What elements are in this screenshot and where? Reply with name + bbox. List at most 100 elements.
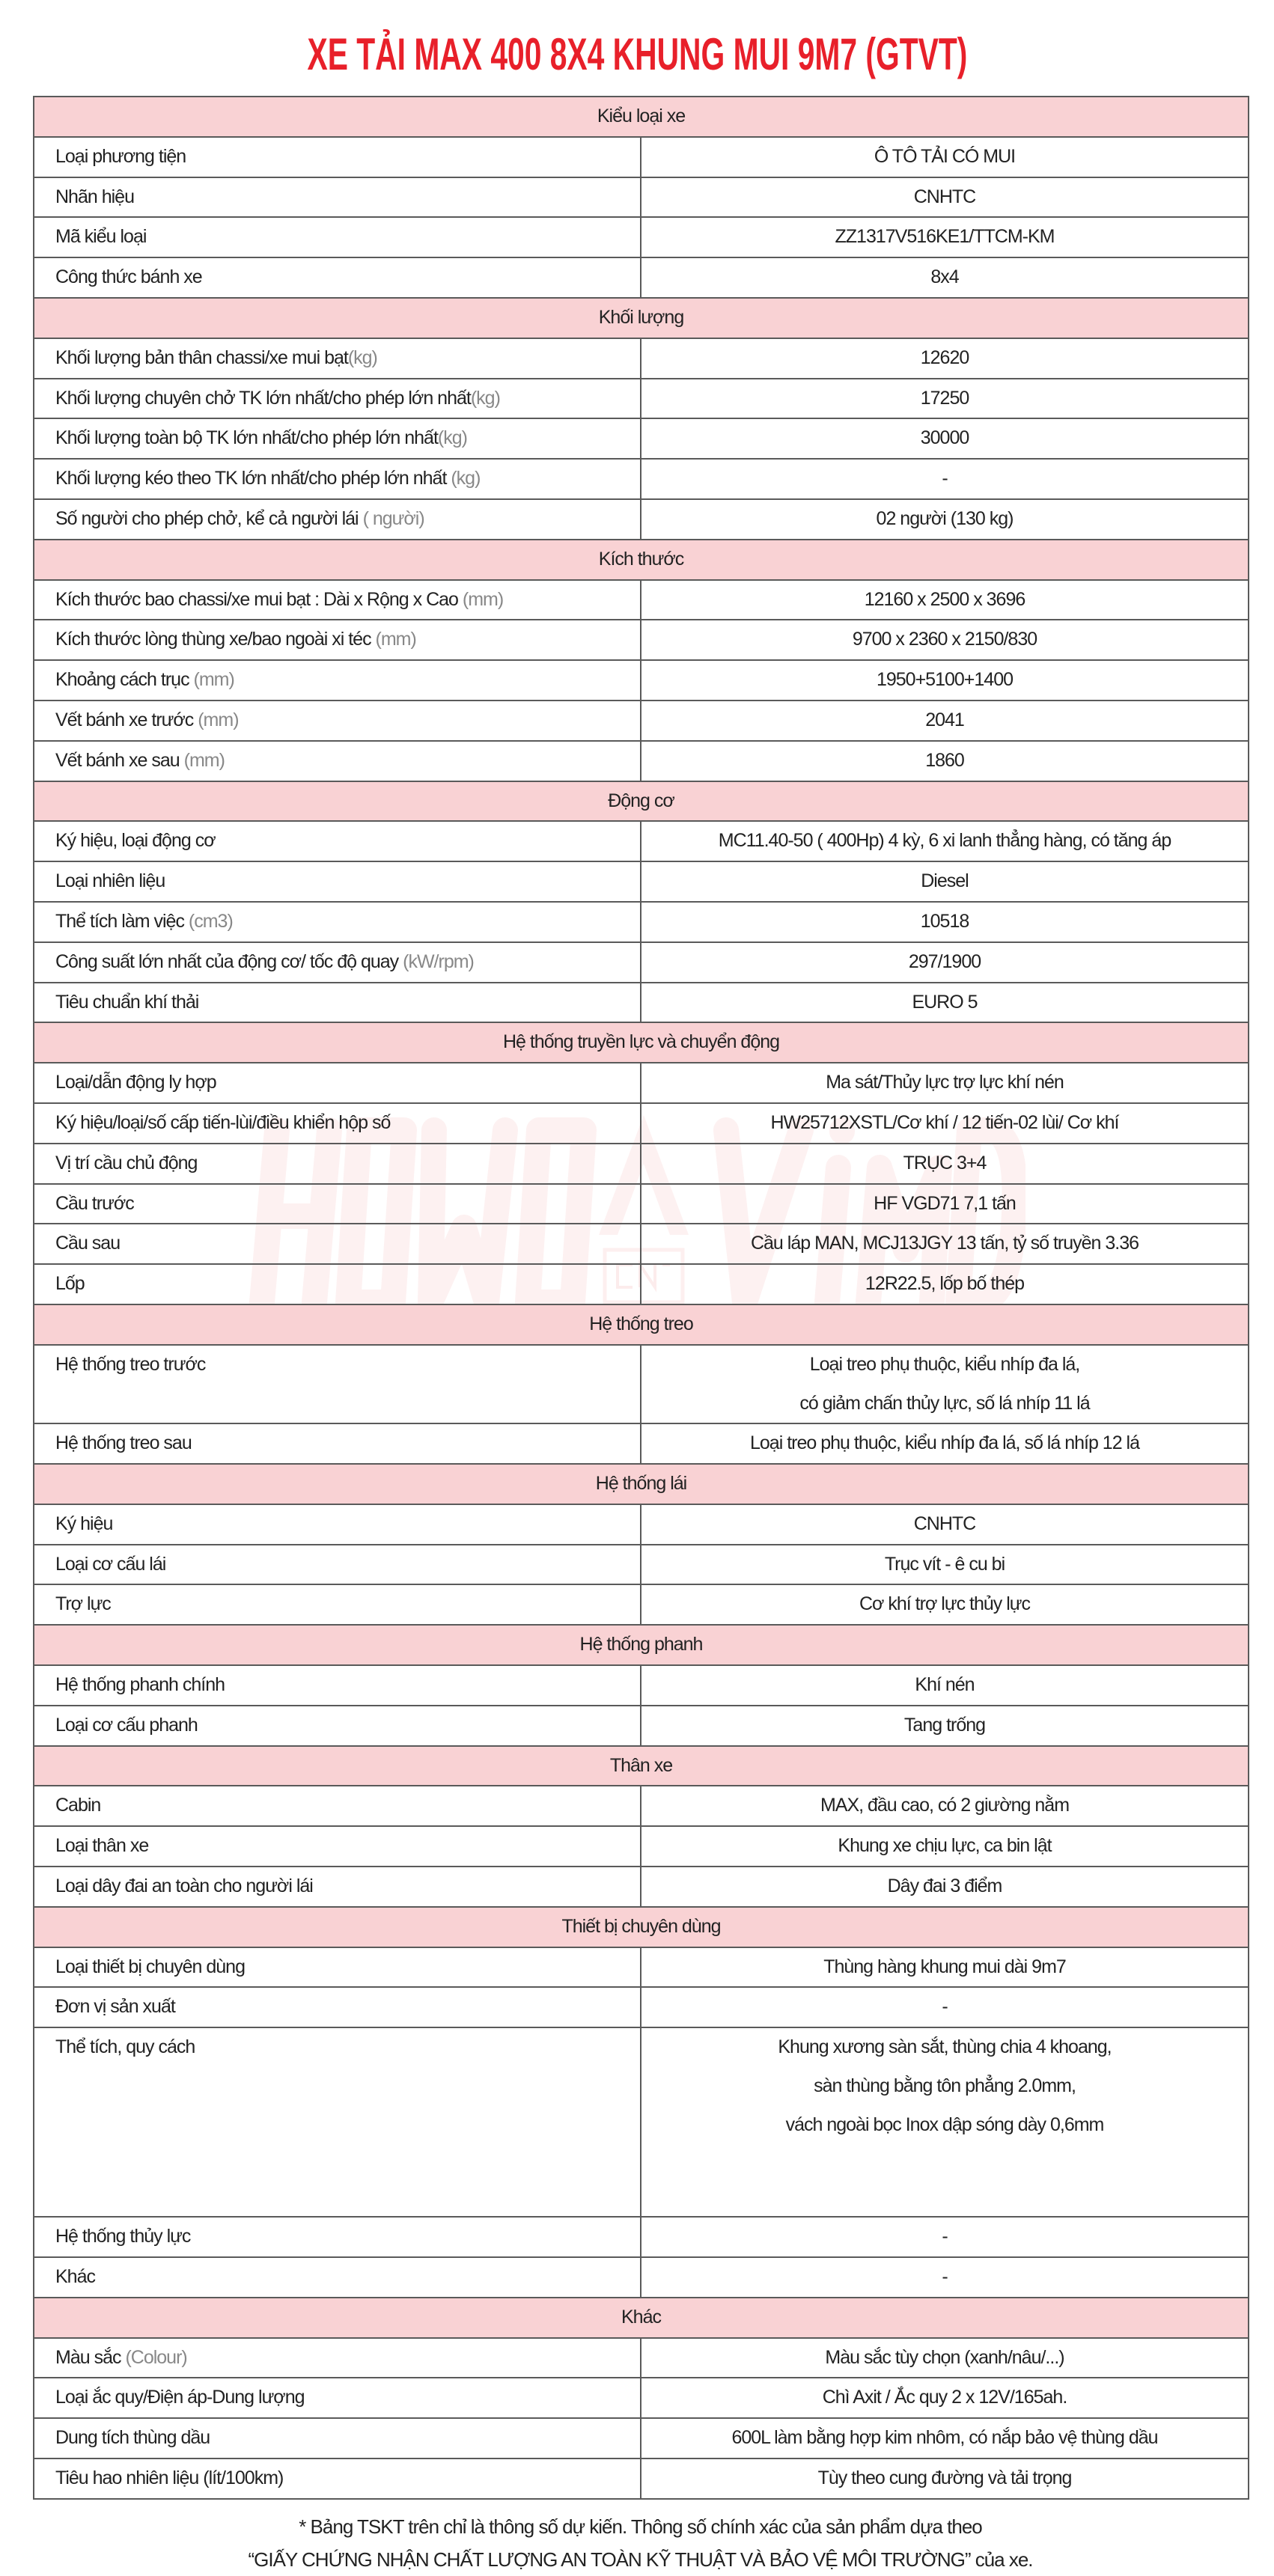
spec-value: Cơ khí trợ lực thủy lực <box>640 1584 1249 1626</box>
spec-value-line: vách ngoài bọc Inox dập sóng dày 0,6mm <box>785 2113 1105 2135</box>
section-title: Kiểu loại xe <box>33 96 1249 138</box>
spec-label: Dung tích thùng dầu <box>33 2417 641 2460</box>
section-header: Thân xe <box>33 1745 1249 1787</box>
spec-value-line: EURO 5 <box>912 991 978 1013</box>
spec-label-text: Trợ lực <box>55 1593 112 1615</box>
spec-label: Ký hiệu, loại động cơ <box>33 820 641 863</box>
spec-unit: (Colour) <box>125 2346 187 2368</box>
spec-label: Đơn vị sản xuất <box>33 1986 641 2029</box>
page-title-wrap: XE TẢI MAX 400 8X4 KHUNG MUI 9M7 (GTVT) <box>0 28 1274 81</box>
spec-label: Vết bánh xe sau (mm) <box>33 739 641 782</box>
spec-value: Loại treo phụ thuộc, kiểu nhíp đa lá, số… <box>640 1423 1249 1465</box>
spec-row: Tiêu chuẩn khí thải EURO 5 <box>33 981 1249 1024</box>
spec-value-line: 8x4 <box>930 266 959 288</box>
spec-label-text: Hệ thống phanh chính <box>55 1674 225 1696</box>
spec-unit: (mm) <box>193 669 235 691</box>
section-header: Hệ thống lái <box>33 1463 1249 1505</box>
section-header: Hệ thống phanh <box>33 1624 1249 1667</box>
spec-label: Công suất lớn nhất của động cơ/ tốc độ q… <box>33 941 641 983</box>
spec-unit: ( người) <box>362 507 425 529</box>
spec-value-line: 2041 <box>925 709 965 730</box>
spec-label: Loại dây đai an toàn cho người lái <box>33 1866 641 1908</box>
spec-label-text: Tiêu chuẩn khí thải <box>55 991 199 1013</box>
spec-row: Vết bánh xe sau (mm) 1860 <box>33 739 1249 782</box>
section-header: Khác <box>33 2296 1249 2339</box>
spec-label: Khối lượng chuyên chở TK lớn nhất/cho ph… <box>33 377 641 420</box>
spec-unit: (kW/rpm) <box>403 950 475 972</box>
spec-value-line: 02 người (130 kg) <box>876 507 1014 529</box>
section-title: Hệ thống phanh <box>33 1624 1249 1667</box>
section-header: Kiểu loại xe <box>33 96 1249 138</box>
spec-value-line: - <box>942 1996 948 2018</box>
spec-row: Cầu sau Cầu láp MAN, MCJ13JGY 13 tấn, tỷ … <box>33 1223 1249 1266</box>
spec-value-line: Màu sắc tùy chọn (xanh/nâu/...) <box>825 2346 1064 2368</box>
section-title: Khối lượng <box>33 296 1249 339</box>
spec-label: Hệ thống phanh chính <box>33 1664 641 1706</box>
spec-label-text: Công suất lớn nhất của động cơ/ tốc độ q… <box>55 950 403 972</box>
spec-value: - <box>640 2216 1249 2259</box>
spec-label-text: Cabin <box>55 1795 101 1816</box>
section-title: Hệ thống truyền lực và chuyển động <box>33 1022 1249 1064</box>
spec-label-text: Loại cơ cấu phanh <box>55 1714 198 1736</box>
spec-value: Tang trống <box>640 1704 1249 1747</box>
spec-value: 12R22.5, lốp bố thép <box>640 1263 1249 1305</box>
spec-value-line: Khung xe chịu lực, ca bin lật <box>838 1835 1052 1857</box>
spec-label-text: Mã kiểu loại <box>55 226 147 248</box>
spec-label-text: Ký hiệu/loại/số cấp tiến-lùi/điều khiển … <box>55 1111 391 1133</box>
spec-value-line: HW25712XSTL/Cơ khí / 12 tiến-02 lùi/ Cơ … <box>770 1111 1119 1133</box>
spec-table: Kiểu loại xe Loại phương tiện Ô TÔ TẢI CÓ … <box>33 96 1249 2500</box>
spec-label-text: Loại thiết bị chuyên dùng <box>55 1956 246 1977</box>
spec-value-line: 600L làm bằng hợp kim nhôm, có nắp bảo v… <box>731 2427 1158 2449</box>
spec-row: Trợ lực Cơ khí trợ lực thủy lực <box>33 1584 1249 1626</box>
spec-value-line: - <box>942 2226 948 2247</box>
spec-value: Dây đai 3 điểm <box>640 1866 1249 1908</box>
spec-label-text: Vết bánh xe sau <box>55 749 184 771</box>
spec-row: Khối lượng toàn bộ TK lớn nhất/cho phép … <box>33 418 1249 460</box>
spec-label: Số người cho phép chở, kể cả người lái (… <box>33 498 641 540</box>
spec-row: Mã kiểu loại ZZ1317V516KE1/TTCM-KM <box>33 216 1249 259</box>
spec-label-text: Khối lượng toàn bộ TK lớn nhất/cho phép … <box>55 427 439 449</box>
spec-unit: (mm) <box>462 588 504 610</box>
spec-label-text: Hệ thống thủy lực <box>55 2226 191 2247</box>
spec-value-line: Chì Axit / Ắc quy 2 x 12V/165ah. <box>822 2387 1068 2408</box>
spec-label: Khối lượng kéo theo TK lớn nhất/cho phép… <box>33 458 641 500</box>
spec-value-line: Thùng hàng khung mui dài 9m7 <box>823 1956 1067 1977</box>
spec-row: Khối lượng kéo theo TK lớn nhất/cho phép… <box>33 458 1249 500</box>
spec-row: Cabin MAX, đầu cao, có 2 giường nằm <box>33 1785 1249 1828</box>
spec-label: Loại thiết bị chuyên dùng <box>33 1946 641 1989</box>
spec-value: Loại treo phụ thuộc, kiểu nhíp đa lá, có … <box>640 1343 1249 1425</box>
spec-value: Ô TÔ TẢI CÓ MUI <box>640 135 1249 178</box>
spec-value-line: 12620 <box>920 347 970 368</box>
spec-label-text: Dung tích thùng dầu <box>55 2427 210 2449</box>
spec-label: Trợ lực <box>33 1584 641 1626</box>
spec-row: Vết bánh xe trước (mm) 2041 <box>33 699 1249 742</box>
spec-label: Mã kiểu loại <box>33 216 641 259</box>
spec-value: Khung xe chịu lực, ca bin lật <box>640 1825 1249 1868</box>
spec-row: Hệ thống treo sau Loại treo phụ thuộc, ki… <box>33 1423 1249 1465</box>
spec-value: HW25712XSTL/Cơ khí / 12 tiến-02 lùi/ Cơ … <box>640 1102 1249 1144</box>
spec-label-text: Kích thước bao chassi/xe mui bạt : Dài x… <box>55 588 463 610</box>
spec-label: Cầu sau <box>33 1223 641 1266</box>
section-title: Động cơ <box>33 780 1249 822</box>
spec-label: Loại/dẫn động ly hợp <box>33 1062 641 1104</box>
spec-label: Công thức bánh xe <box>33 257 641 299</box>
spec-row: Loại nhiên liệu Diesel <box>33 861 1249 903</box>
spec-value-line: CNHTC <box>913 186 977 207</box>
spec-row: Loại ắc quy/Điện áp-Dung lượng Chì Axit /… <box>33 2377 1249 2420</box>
spec-value-line: 1860 <box>925 749 965 771</box>
spec-label-text: Loại dây đai an toàn cho người lái <box>55 1875 314 1897</box>
spec-value-line: Tùy theo cung đường và tải trọng <box>817 2467 1073 2489</box>
spec-value-line: MC11.40-50 ( 400Hp) 4 kỳ, 6 xi lanh thẳn… <box>718 830 1171 852</box>
spec-label: Thể tích, quy cách <box>33 2027 641 2218</box>
spec-value-line: 10518 <box>920 910 970 932</box>
section-header: Hệ thống treo <box>33 1303 1249 1346</box>
spec-value: 30000 <box>640 418 1249 460</box>
spec-value-line: Khung xương sàn sắt, thùng chia 4 khoang… <box>778 2036 1112 2058</box>
spec-row: Khối lượng bản thân chassi/xe mui bạt(kg… <box>33 337 1249 379</box>
spec-label-text: Màu sắc <box>55 2346 126 2368</box>
spec-value: HF VGD71 7,1 tấn <box>640 1182 1249 1225</box>
spec-row: Loại cơ cấu lái Trục vít - ê cu bi <box>33 1543 1249 1586</box>
spec-label-text: Khối lượng chuyên chở TK lớn nhất/cho ph… <box>55 387 472 409</box>
spec-row: Công thức bánh xe 8x4 <box>33 257 1249 299</box>
spec-row: Dung tích thùng dầu 600L làm bằng hợp kim… <box>33 2417 1249 2460</box>
